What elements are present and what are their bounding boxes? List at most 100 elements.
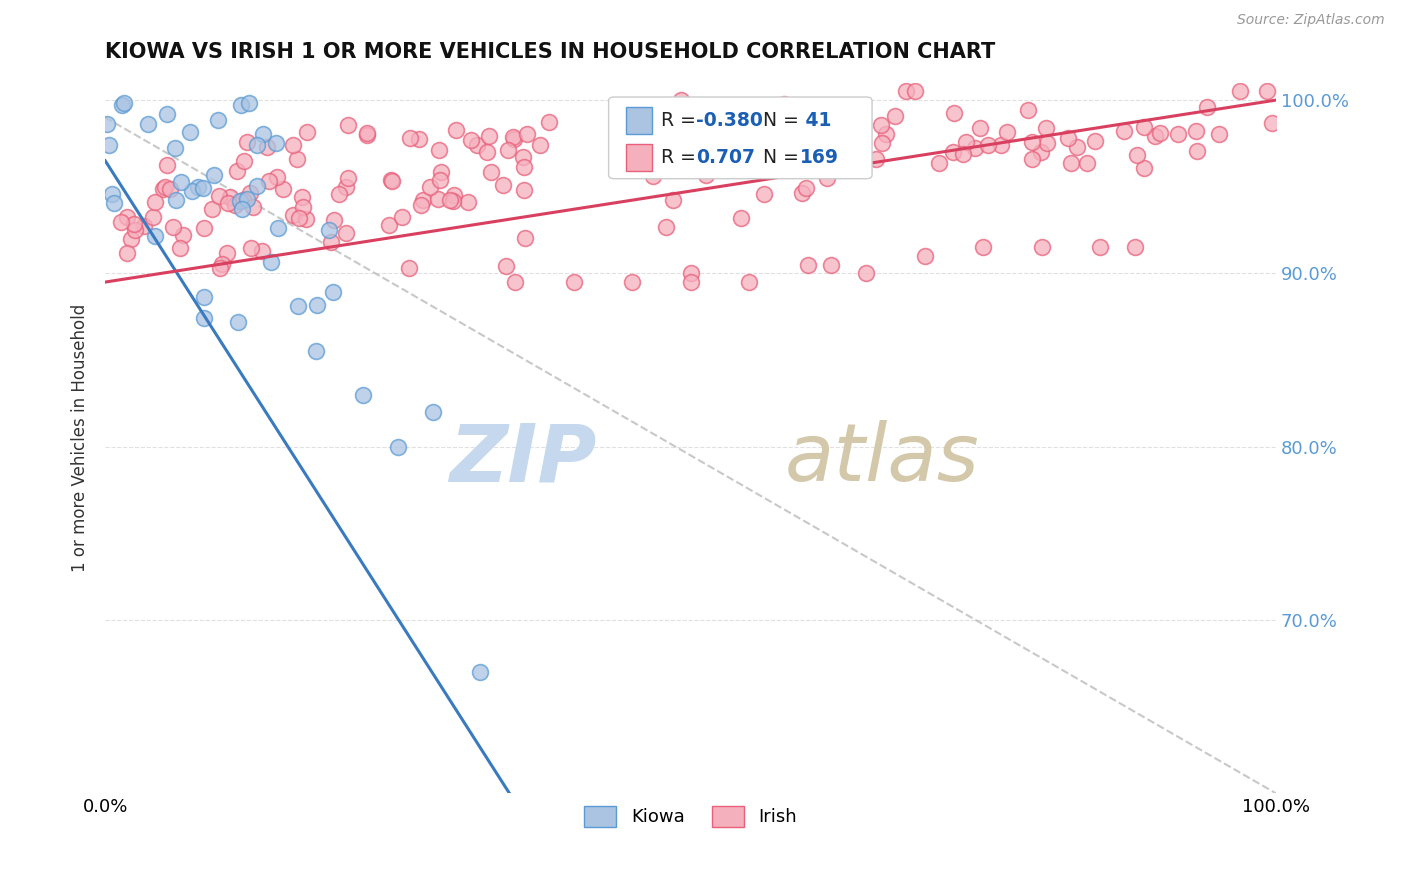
Point bbox=[117, 246, 139, 260]
Point bbox=[669, 93, 692, 107]
Point bbox=[257, 174, 280, 188]
Point bbox=[143, 194, 166, 209]
Point bbox=[1167, 127, 1189, 141]
Point bbox=[97, 138, 120, 153]
Point bbox=[96, 117, 118, 131]
Point bbox=[883, 109, 905, 123]
Y-axis label: 1 or more Vehicles in Household: 1 or more Vehicles in Household bbox=[72, 304, 89, 572]
Point bbox=[408, 132, 430, 146]
Point bbox=[252, 244, 274, 259]
Point bbox=[439, 193, 461, 207]
Point bbox=[1261, 116, 1284, 130]
Point bbox=[695, 168, 717, 182]
Point bbox=[495, 259, 517, 273]
Point bbox=[478, 129, 501, 144]
Point bbox=[307, 298, 329, 312]
Point bbox=[538, 115, 561, 129]
Point bbox=[1035, 120, 1057, 135]
Point bbox=[239, 186, 262, 200]
Point bbox=[236, 136, 259, 150]
Point bbox=[287, 299, 309, 313]
Point bbox=[122, 217, 145, 231]
FancyBboxPatch shape bbox=[626, 144, 652, 171]
Point bbox=[1114, 124, 1136, 138]
Point bbox=[429, 165, 451, 179]
Point bbox=[444, 122, 467, 136]
Text: 169: 169 bbox=[800, 148, 838, 167]
Point bbox=[136, 117, 159, 131]
Point bbox=[475, 145, 498, 160]
Point bbox=[914, 249, 936, 263]
Point bbox=[738, 275, 761, 289]
Point bbox=[1256, 84, 1278, 98]
Point bbox=[142, 210, 165, 224]
Point bbox=[292, 200, 315, 214]
Point bbox=[875, 127, 897, 141]
Point bbox=[218, 196, 240, 211]
Point bbox=[849, 138, 872, 153]
Point bbox=[110, 214, 132, 228]
Point bbox=[101, 187, 124, 202]
Point bbox=[172, 228, 194, 243]
Point bbox=[285, 152, 308, 166]
Point bbox=[419, 180, 441, 194]
Point bbox=[120, 232, 142, 246]
Point bbox=[169, 241, 191, 255]
Point bbox=[163, 141, 186, 155]
Point bbox=[242, 200, 264, 214]
Point bbox=[229, 194, 252, 209]
Point bbox=[318, 223, 340, 237]
Point bbox=[865, 152, 887, 166]
Point bbox=[335, 226, 357, 240]
Point bbox=[260, 254, 283, 268]
Point bbox=[193, 181, 215, 195]
Point bbox=[443, 187, 465, 202]
Point bbox=[1149, 126, 1171, 140]
Point bbox=[765, 101, 787, 115]
Legend: Kiowa, Irish: Kiowa, Irish bbox=[576, 798, 804, 834]
Point bbox=[266, 170, 288, 185]
Point bbox=[460, 133, 482, 147]
Point bbox=[669, 136, 692, 150]
Point bbox=[794, 181, 817, 195]
Point bbox=[156, 107, 179, 121]
Point bbox=[1208, 128, 1230, 142]
Point bbox=[323, 213, 346, 227]
Point bbox=[790, 186, 813, 201]
Point bbox=[224, 198, 246, 212]
Point bbox=[952, 147, 974, 161]
Point bbox=[246, 178, 269, 193]
Point bbox=[201, 202, 224, 216]
Point bbox=[1125, 240, 1147, 254]
Point bbox=[1125, 148, 1147, 162]
Point bbox=[295, 212, 318, 227]
Point bbox=[730, 211, 752, 226]
Point bbox=[955, 135, 977, 149]
Point bbox=[1066, 140, 1088, 154]
Text: Source: ZipAtlas.com: Source: ZipAtlas.com bbox=[1237, 13, 1385, 28]
Point bbox=[1057, 130, 1080, 145]
Point bbox=[679, 267, 702, 281]
Point bbox=[772, 97, 794, 112]
FancyBboxPatch shape bbox=[609, 97, 872, 178]
Point bbox=[153, 180, 176, 194]
Text: KIOWA VS IRISH 1 OR MORE VEHICLES IN HOUSEHOLD CORRELATION CHART: KIOWA VS IRISH 1 OR MORE VEHICLES IN HOU… bbox=[105, 42, 995, 62]
Point bbox=[322, 285, 344, 299]
Point bbox=[928, 156, 950, 170]
Point bbox=[1036, 136, 1059, 150]
Point bbox=[165, 194, 187, 208]
Point bbox=[479, 165, 502, 179]
Point bbox=[441, 194, 464, 208]
Point bbox=[337, 118, 360, 132]
Point bbox=[976, 138, 998, 153]
Point bbox=[1229, 84, 1251, 98]
Point bbox=[283, 208, 305, 222]
Point bbox=[328, 187, 350, 202]
Point bbox=[468, 665, 491, 679]
Point bbox=[513, 183, 536, 197]
FancyBboxPatch shape bbox=[626, 107, 652, 134]
Point bbox=[169, 175, 191, 189]
Point bbox=[503, 132, 526, 146]
Point bbox=[391, 210, 413, 224]
Point bbox=[655, 219, 678, 234]
